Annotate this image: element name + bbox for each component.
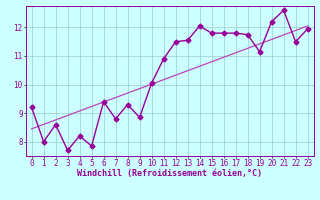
X-axis label: Windchill (Refroidissement éolien,°C): Windchill (Refroidissement éolien,°C) xyxy=(77,169,262,178)
